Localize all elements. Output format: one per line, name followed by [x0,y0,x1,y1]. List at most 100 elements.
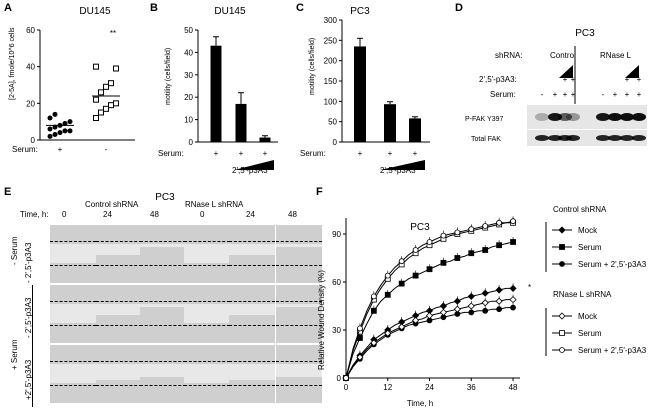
panel-f-point [468,226,475,233]
wound-image [96,285,142,343]
panel-d-pfak-band [608,113,622,121]
wound-image [184,345,230,403]
panel-b-serum-2: + [239,149,244,158]
wound-edge-line [276,301,322,302]
panel-d-group-rnase: RNase L [600,51,632,60]
wound-edge-line [50,361,96,362]
panel-c-ytick-label: 150 [324,77,338,86]
wound-edge-line [276,385,322,386]
panel-f-point [510,239,516,245]
panel-f-point [425,312,434,320]
panel-e-row-1: - 2',5'-p3A3 [24,242,33,283]
panel-d-serum-mark: + [613,90,618,99]
wound-edge-line [50,385,96,386]
panel-e-time-5: 24 [246,210,255,219]
wound-edge-line [96,385,142,386]
panel-f-legend-r-serum: Serum [578,329,602,338]
panel-a-title: DU145 [79,6,111,17]
panel-f-point [481,289,489,297]
panel-d-wedge-rnase [625,65,639,78]
panel-e-time-label: Time, h: [20,210,49,219]
wound-edge-line [140,385,186,386]
wound-image [96,345,142,403]
wound-gap [184,244,230,263]
wound-image [276,225,322,283]
wound-gap [96,244,142,255]
panel-c-wedge [380,160,425,170]
panel-e-time-4: 0 [200,210,205,219]
panel-a-point [67,119,73,125]
wound-edge-line [184,361,230,362]
panel-f-point [454,229,461,236]
panel-a-point [103,105,109,112]
panel-f-xtick-label: 48 [509,383,518,392]
panel-d-totalfak-band [608,135,622,141]
wound-gap [140,304,186,307]
panel-f-point [495,286,503,294]
panel-f-legend-marker [559,261,565,267]
panel-a-point [98,89,104,96]
panel-c-serum-3: + [413,149,418,158]
panel-c-ylabel: motility (cells/field) [309,38,316,95]
panel-a-point [52,124,58,130]
wound-image [184,225,230,283]
panel-d-blot: shRNA: Control RNase L 2',5'-p3A3: Serum… [465,46,647,146]
panel-b-ytick-label: 50 [184,26,193,35]
panel-a-point [52,111,58,117]
panel-a-ytick-label: 60 [26,26,35,35]
panel-f-point [509,284,517,292]
wound-edge-line [96,301,142,302]
panel-a-point [62,121,68,126]
panel-e-group-rnase: RNase L shRNA [185,200,244,209]
panel-f-point [426,239,433,245]
panel-f-legend-r-mock: Mock [578,312,598,321]
panel-a-significance: ** [110,29,116,38]
wound-edge-line [50,301,96,302]
panel-f-point [398,323,406,331]
panel-d-totalfak-band [566,135,580,141]
wound-gap [184,364,230,383]
panel-b-serum-1: + [214,149,219,158]
wound-gap [50,364,96,383]
panel-b-treatment: 2',5'-p3A3 [232,166,268,175]
panel-c-bar [384,104,396,142]
panel-d-totalfak-band [548,135,562,141]
panel-a-point [103,83,109,90]
wound-gap [276,364,322,378]
panel-a-serum-label: Serum: [12,145,38,154]
panel-d-treatment-mark: + [571,75,576,84]
panel-f-point [482,307,489,314]
panel-d-serum-mark: - [602,90,605,99]
wound-image [276,285,322,343]
panel-b-bar [235,103,247,142]
panel-e-group-control: Control shRNA [85,200,139,209]
panel-f-point [482,247,489,253]
panel-f-point [468,309,475,316]
wound-edge-line [96,265,142,266]
panel-d-pfak-band [632,113,646,121]
panel-b-serum-label: Serum: [158,149,184,158]
panel-b-ytick-label: 20 [184,93,193,102]
panel-c-chart: 0 50 100 150 200 250 300 motility (cells/field… [300,16,430,170]
panel-a-point [108,80,114,87]
panel-d-title: PC3 [575,28,595,39]
wound-image [229,285,275,343]
panel-f-xtick-label: 36 [467,383,476,392]
panel-c-ytick-label: 50 [328,118,337,127]
panel-f-point [509,296,517,304]
wound-edge-line [184,301,230,302]
panel-b-ytick-label: 10 [184,116,193,125]
panel-d-blot-totalfak: Total FAK [471,136,501,143]
panel-b-serum-3: + [263,149,268,158]
panel-d-serum-mark: + [625,90,630,99]
panel-b-bar [210,45,222,142]
panel-d-totalfak-band [620,135,634,141]
wound-edge-line [229,385,275,386]
panel-f-legend-c-serum: Serum [578,243,602,252]
panel-c-bar [409,118,421,142]
wound-gap [50,304,96,323]
panel-f-point [496,219,503,226]
wound-edge-line [50,241,96,242]
wound-edge-line [96,361,142,362]
panel-f-point [439,308,448,316]
